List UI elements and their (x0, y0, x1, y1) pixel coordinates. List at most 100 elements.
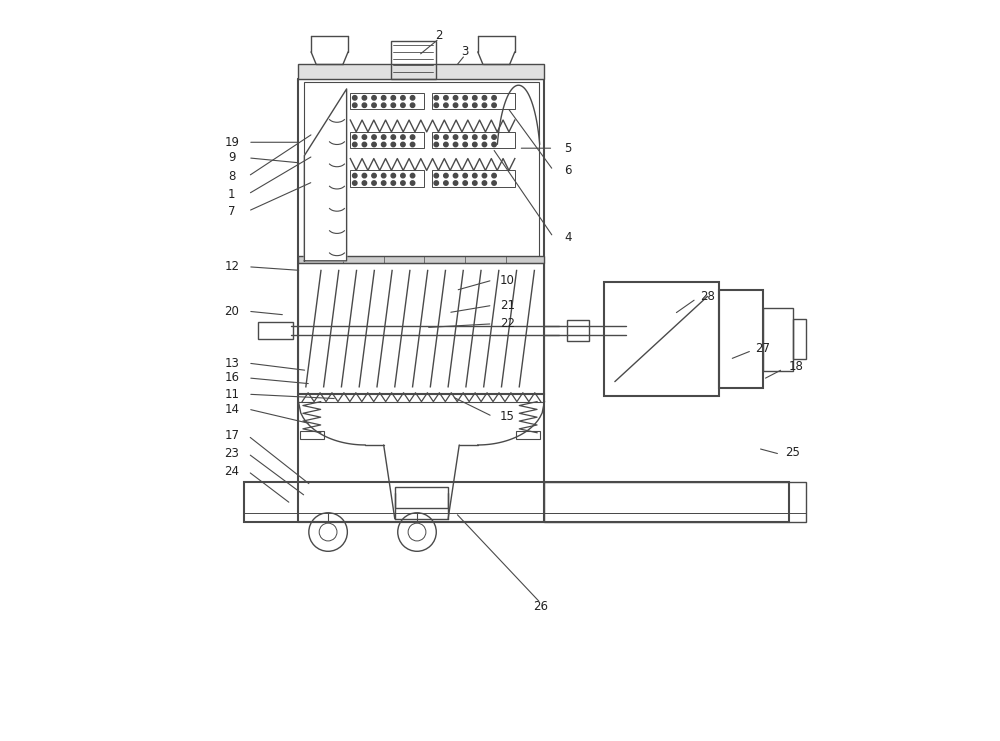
Circle shape (381, 135, 386, 139)
Bar (391, 41, 436, 79)
Circle shape (353, 173, 357, 178)
Circle shape (381, 181, 386, 185)
Text: 2: 2 (435, 29, 443, 42)
Circle shape (362, 103, 367, 107)
Circle shape (372, 96, 376, 100)
Circle shape (353, 142, 357, 147)
Text: 21: 21 (500, 299, 515, 312)
Circle shape (401, 103, 405, 107)
Circle shape (463, 103, 467, 107)
Circle shape (463, 181, 467, 185)
Text: 3: 3 (461, 45, 469, 59)
Circle shape (492, 135, 496, 139)
Circle shape (434, 135, 438, 139)
Circle shape (492, 96, 496, 100)
Bar (432, 93, 515, 109)
Bar (604, 282, 719, 396)
Circle shape (381, 96, 386, 100)
Circle shape (381, 142, 386, 147)
Circle shape (434, 173, 438, 178)
Circle shape (372, 181, 376, 185)
Text: 17: 17 (224, 429, 239, 442)
Bar (432, 132, 515, 148)
Bar (793, 319, 806, 359)
Circle shape (391, 103, 396, 107)
Text: 1: 1 (228, 187, 236, 201)
Text: 14: 14 (224, 402, 239, 416)
Circle shape (473, 103, 477, 107)
Circle shape (353, 103, 357, 107)
Circle shape (362, 142, 367, 147)
Circle shape (463, 96, 467, 100)
Circle shape (473, 142, 477, 147)
Circle shape (372, 173, 376, 178)
Circle shape (473, 173, 477, 178)
Text: 19: 19 (224, 136, 239, 149)
Circle shape (473, 96, 477, 100)
Circle shape (473, 181, 477, 185)
Circle shape (391, 142, 396, 147)
Circle shape (444, 173, 448, 178)
Bar (763, 308, 793, 370)
Circle shape (492, 103, 496, 107)
Circle shape (453, 96, 458, 100)
Bar (298, 263, 544, 394)
Bar (719, 290, 763, 388)
Text: 18: 18 (789, 360, 804, 373)
Bar (244, 482, 789, 522)
Text: 9: 9 (228, 151, 236, 165)
Circle shape (391, 173, 396, 178)
Circle shape (492, 142, 496, 147)
Circle shape (401, 135, 405, 139)
Circle shape (372, 142, 376, 147)
Circle shape (444, 135, 448, 139)
Circle shape (444, 142, 448, 147)
Bar (304, 82, 539, 261)
Circle shape (463, 142, 467, 147)
Text: 13: 13 (224, 356, 239, 370)
Bar (567, 320, 589, 341)
Polygon shape (304, 89, 347, 261)
Text: 12: 12 (224, 260, 239, 273)
Bar (432, 170, 515, 187)
Bar (300, 431, 324, 439)
Circle shape (391, 96, 396, 100)
Circle shape (444, 103, 448, 107)
Text: 6: 6 (564, 164, 572, 177)
Text: 23: 23 (224, 447, 239, 460)
Circle shape (353, 135, 357, 139)
Circle shape (353, 96, 357, 100)
Circle shape (362, 181, 367, 185)
Circle shape (401, 96, 405, 100)
Circle shape (434, 142, 438, 147)
Circle shape (434, 96, 438, 100)
Circle shape (410, 135, 415, 139)
Text: 24: 24 (224, 465, 239, 478)
Circle shape (482, 173, 487, 178)
Circle shape (492, 173, 496, 178)
Circle shape (381, 103, 386, 107)
Text: 25: 25 (785, 445, 800, 459)
Circle shape (434, 103, 438, 107)
Circle shape (362, 96, 367, 100)
Circle shape (444, 181, 448, 185)
Text: 20: 20 (224, 305, 239, 318)
Text: 8: 8 (228, 170, 235, 183)
Bar (516, 431, 540, 439)
Circle shape (362, 135, 367, 139)
Circle shape (463, 173, 467, 178)
Text: 11: 11 (224, 388, 239, 401)
Circle shape (453, 173, 458, 178)
Circle shape (381, 173, 386, 178)
Circle shape (410, 181, 415, 185)
Circle shape (444, 96, 448, 100)
Text: 10: 10 (500, 273, 515, 287)
Circle shape (473, 135, 477, 139)
Circle shape (482, 135, 487, 139)
Circle shape (482, 142, 487, 147)
Circle shape (391, 135, 396, 139)
Text: 28: 28 (700, 290, 715, 303)
Bar (298, 64, 544, 79)
Circle shape (492, 181, 496, 185)
Bar (298, 393, 544, 402)
